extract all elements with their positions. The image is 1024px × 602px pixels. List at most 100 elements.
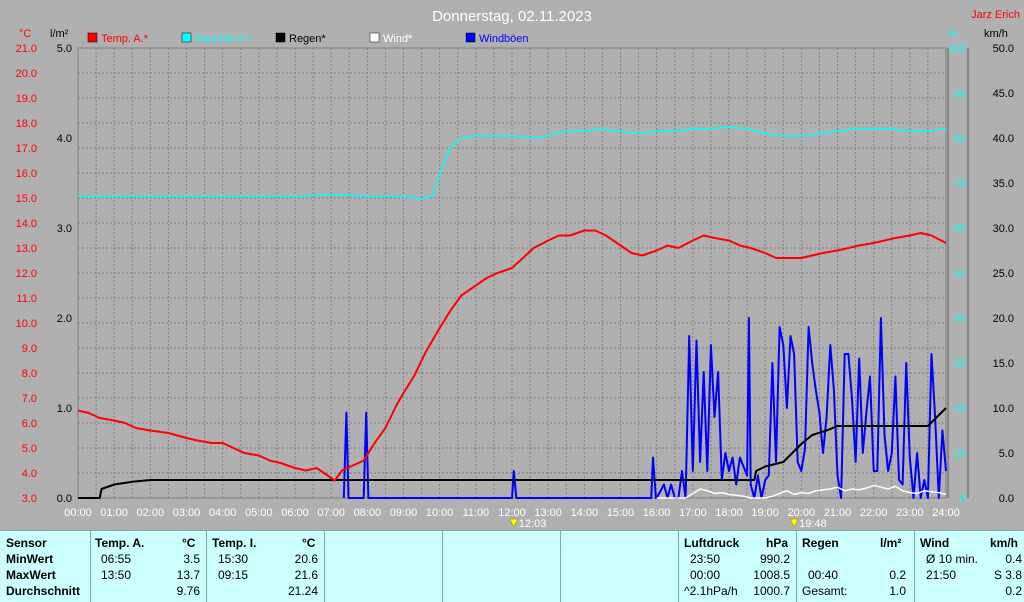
pressure-min-value: 990.2 — [759, 552, 790, 566]
wind-tick-label: 15.0 — [993, 358, 1014, 370]
rain-max-time: 00:40 — [808, 568, 839, 582]
temp-i-min-time: 15:30 — [218, 552, 249, 566]
summary-table: Sensor MinWert MaxWert Durchschnitt Temp… — [0, 530, 1024, 602]
author-label: Jarz Erich — [971, 9, 1020, 21]
humidity-tick-label: 90 — [954, 88, 966, 100]
rain-tick-label: 1.0 — [57, 403, 72, 415]
wind-tick-label: 50.0 — [993, 43, 1014, 55]
temp-i-unit: °C — [302, 536, 316, 550]
x-tick-label: 01:00 — [100, 507, 128, 519]
series-line-3 — [656, 484, 947, 499]
humidity-tick-label: 30 — [954, 358, 966, 370]
temp-tick-label: 18.0 — [16, 118, 37, 130]
rain-tick-label: 2.0 — [57, 313, 72, 325]
temp-tick-label: 20.0 — [16, 68, 37, 80]
series-line-0 — [77, 229, 947, 482]
rain-tick-label: 3.0 — [57, 223, 72, 235]
wind-avg: 0.2 — [1005, 584, 1022, 598]
sun-marker-label: 12:03 — [519, 518, 547, 530]
series-line-4 — [342, 317, 947, 499]
x-tick-label: 02:00 — [137, 507, 165, 519]
table-divider — [90, 530, 91, 602]
legend-swatch — [87, 32, 98, 43]
humidity-tick-label: 80 — [954, 133, 966, 145]
temp-a-avg: 9.76 — [176, 584, 200, 598]
legend-swatch — [465, 32, 476, 43]
x-tick-label: 16:00 — [643, 507, 671, 519]
humidity-tick-label: 10 — [954, 448, 966, 460]
chart-svg: Donnerstag, 02.11.2023 Jarz Erich °C l/m… — [16, 8, 1020, 530]
wind-tick-label: 0.0 — [999, 493, 1014, 505]
x-tick-label: 07:00 — [317, 507, 345, 519]
temp-tick-label: 16.0 — [16, 168, 37, 180]
x-tick-label: 09:00 — [390, 507, 418, 519]
x-tick-label: 21:00 — [824, 507, 852, 519]
sun-marker-icon — [509, 518, 519, 528]
table-top-border — [0, 530, 1024, 531]
temp-i-max-time: 09:15 — [218, 568, 249, 582]
table-divider — [560, 530, 561, 602]
rain-header: Regen — [802, 536, 839, 550]
grid — [77, 47, 947, 499]
legend-swatch — [181, 32, 192, 43]
table-divider — [678, 530, 679, 602]
x-tick-label: 18:00 — [715, 507, 743, 519]
x-tick-label: 08:00 — [354, 507, 382, 519]
x-tick-label: 00:00 — [64, 507, 92, 519]
weather-chart: Donnerstag, 02.11.2023 Jarz Erich °C l/m… — [16, 8, 1020, 530]
temp-tick-label: 12.0 — [16, 268, 37, 280]
x-tick-label: 15:00 — [607, 507, 635, 519]
wind-avg-label: Ø 10 min. — [926, 552, 979, 566]
pressure-unit: hPa — [766, 536, 789, 550]
temp-unit: °C — [19, 28, 31, 40]
humidity-tick-label: 70 — [954, 178, 966, 190]
rain-total-label: Gesamt: — [802, 584, 848, 598]
series-line-2 — [78, 407, 947, 499]
wind-max-time: 21:50 — [926, 568, 957, 582]
humidity-tick-label: 50 — [954, 268, 966, 280]
axes: 21.0 20.0 19.0 18.0 17.0 16.0 15.0 14.0 13.0 12.0… — [16, 43, 1014, 519]
wind-tick-label: 25.0 — [993, 268, 1014, 280]
x-tick-label: 17:00 — [679, 507, 707, 519]
series-line-1 — [78, 126, 947, 200]
temp-a-min-value: 3.5 — [183, 552, 200, 566]
x-tick-label: 22:00 — [860, 507, 888, 519]
x-tick-label: 05:00 — [245, 507, 273, 519]
rain-tick-label: 4.0 — [57, 133, 72, 145]
temp-tick-label: 21.0 — [16, 43, 37, 55]
wind-tick-label: 10.0 — [993, 403, 1014, 415]
row-label-min: MinWert — [6, 552, 54, 566]
temp-tick-label: 13.0 — [16, 243, 37, 255]
sun-marker-label: 19:48 — [799, 518, 827, 530]
sun-marker-icon — [789, 518, 799, 528]
wind-tick-label: 30.0 — [993, 223, 1014, 235]
temp-tick-label: 8.0 — [22, 368, 37, 380]
x-tick-label: 20:00 — [788, 507, 816, 519]
temp-tick-label: 9.0 — [22, 343, 37, 355]
legend-label: Regen* — [289, 33, 326, 45]
x-tick-label: 14:00 — [571, 507, 599, 519]
table-divider — [796, 530, 797, 602]
temp-tick-label: 6.0 — [22, 418, 37, 430]
temp-tick-label: 10.0 — [16, 318, 37, 330]
temp-i-avg: 21.24 — [287, 584, 318, 598]
x-tick-label: 19:00 — [751, 507, 779, 519]
temp-a-max-value: 13.7 — [176, 568, 200, 582]
temp-a-min-time: 06:55 — [101, 552, 132, 566]
series-layer — [77, 126, 947, 499]
temp-tick-label: 7.0 — [22, 393, 37, 405]
row-label-avg: Durchschnitt — [6, 584, 81, 598]
x-tick-label: 06:00 — [281, 507, 309, 519]
x-tick-label: 24:00 — [932, 507, 960, 519]
legend-label: Windböen — [479, 33, 529, 45]
legend-label: Wind* — [383, 33, 413, 45]
rain-total-value: 1.0 — [889, 584, 906, 598]
x-tick-label: 03:00 — [173, 507, 201, 519]
temp-tick-label: 4.0 — [22, 468, 37, 480]
table-divider — [442, 530, 443, 602]
x-tick-label: 23:00 — [896, 507, 924, 519]
temp-a-unit: °C — [182, 536, 196, 550]
rain-tick-label: 0.0 — [57, 493, 72, 505]
table-divider — [914, 530, 915, 602]
humidity-tick-label: 0 — [960, 493, 966, 505]
